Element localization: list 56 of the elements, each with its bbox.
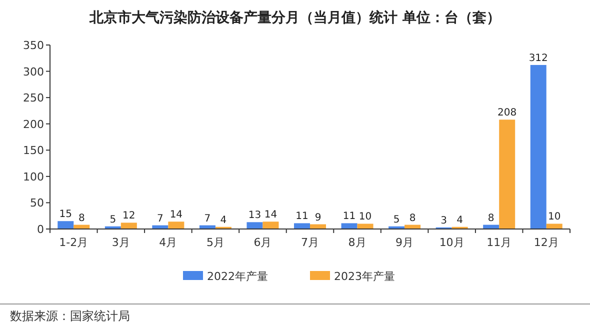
- data-label: 312: [528, 52, 548, 64]
- data-label: 8: [78, 212, 85, 224]
- chart-title: 北京市大气污染防治设备产量分月（当月值）统计 单位：台（套）: [88, 9, 500, 26]
- y-tick-label: 300: [23, 65, 44, 78]
- data-label: 11: [296, 211, 308, 222]
- data-label: 7: [156, 213, 164, 224]
- bar: [120, 222, 137, 229]
- y-tick-label: 0: [37, 223, 44, 236]
- data-label: 5: [110, 214, 116, 226]
- bar: [530, 64, 546, 229]
- y-tick-label: 50: [30, 196, 44, 210]
- data-label: 13: [248, 210, 262, 222]
- y-tick-label: 100: [23, 170, 44, 184]
- y-tick-label: 150: [23, 144, 44, 158]
- data-label: 4: [456, 214, 464, 226]
- x-tick-label: 4月: [159, 236, 178, 249]
- legend-label: 2023年产量: [334, 270, 395, 283]
- source-note: 数据来源：国家统计局: [10, 309, 130, 323]
- bar: [58, 221, 74, 229]
- bar: [357, 224, 374, 229]
- data-label: 15: [59, 209, 72, 220]
- x-tick-label: 6月: [254, 236, 272, 249]
- bar: [294, 223, 310, 229]
- bar: [546, 224, 562, 229]
- data-label: 208: [498, 108, 517, 119]
- x-tick-label: 5月: [206, 236, 224, 249]
- y-tick-label: 200: [23, 118, 44, 131]
- data-label: 9: [314, 212, 322, 224]
- bar: [341, 223, 358, 229]
- x-tick-label: 7月: [301, 236, 319, 249]
- x-tick-label: 8月: [348, 236, 366, 249]
- x-tick-label: 10月: [439, 236, 464, 249]
- bar: [246, 222, 263, 229]
- data-label: 5: [393, 214, 400, 226]
- bar: [262, 222, 279, 229]
- x-tick-label: 3月: [112, 236, 130, 249]
- data-label: 7: [204, 213, 211, 224]
- x-tick-label: 1-2月: [59, 236, 88, 249]
- data-label: 12: [122, 210, 136, 222]
- y-tick-label: 350: [23, 39, 44, 52]
- data-label: 8: [409, 212, 416, 224]
- x-tick-label: 12月: [534, 236, 559, 249]
- data-label: 10: [358, 212, 372, 223]
- bar: [499, 120, 516, 229]
- legend-label: 2022年产量: [207, 270, 268, 283]
- data-label: 3: [440, 215, 448, 226]
- x-tick-label: 11月: [486, 236, 512, 249]
- data-label: 11: [342, 211, 356, 222]
- bar: [168, 222, 184, 229]
- data-label: 10: [548, 212, 561, 223]
- y-tick-label: 250: [23, 92, 44, 105]
- data-label: 4: [220, 214, 227, 226]
- x-tick-label: 9月: [396, 236, 414, 249]
- data-label: 14: [170, 210, 183, 221]
- data-label: 14: [264, 210, 278, 221]
- data-label: 8: [488, 212, 494, 224]
